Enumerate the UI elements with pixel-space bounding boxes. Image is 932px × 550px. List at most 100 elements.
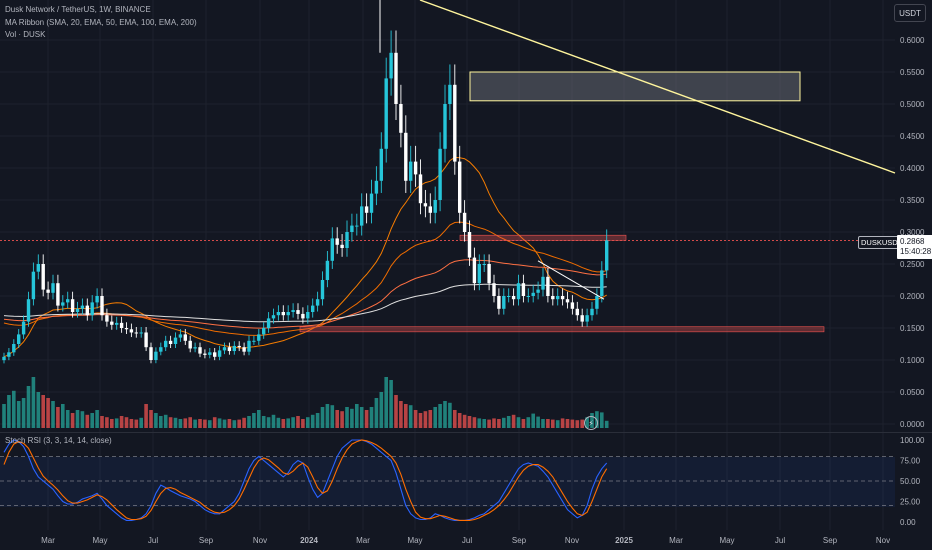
volume-bar [306,417,310,428]
volume-bar [565,419,570,428]
volume-bar [604,420,609,428]
last-price-label: 0.2868 15:40:28 [897,235,932,259]
candle-body [546,276,550,296]
candle-body [605,240,609,271]
candle-body [409,161,413,181]
candle-body [252,340,256,342]
candle-body [198,347,202,354]
volume-legend[interactable]: Vol · DUSK [5,30,46,39]
candle-body [394,52,398,104]
ma-ribbon-legend[interactable]: MA Ribbon (SMA, 20, EMA, 50, EMA, 100, E… [5,18,197,27]
volume-bar [95,410,99,428]
candle-body [193,347,197,349]
candle-body [2,356,6,361]
candle-body [41,264,45,290]
resistance-zone [459,234,627,241]
volume-bar [247,416,251,428]
candle-body [173,337,178,344]
candle-body [164,340,168,348]
volume-bar [198,419,202,428]
volume-bar [183,418,188,428]
volume-bar [119,416,124,428]
candle-body [355,225,359,227]
candle-body [66,299,70,303]
candle-body [281,312,285,316]
candle-body [438,148,442,200]
chart-title: Dusk Network / TetherUS, 1W, BINANCE [5,5,151,14]
candle-body [242,347,246,352]
volume-bar [193,419,197,428]
stoch-rsi-legend[interactable]: Stoch RSI (3, 3, 14, 14, close) [5,436,112,445]
candles [2,30,609,364]
time-tick-label: 2025 [615,536,633,545]
volume-bar [404,404,408,428]
volume-bar [487,419,491,428]
candle-body [56,283,60,306]
time-tick-label: Jul [775,536,785,545]
time-tick-label: Sep [512,536,527,545]
volume-bar [364,410,369,428]
bolt-icon[interactable]: ⚡ [584,416,598,430]
candle-body [404,132,408,181]
volume-bar [56,407,60,428]
volume-bar [438,404,442,428]
volume-bar [222,419,227,428]
candle-body [570,302,575,309]
candle-body [276,312,281,316]
volume-bar [394,395,398,428]
volume-bar [536,416,540,428]
candle-body [262,328,266,335]
candle-body [149,347,153,360]
last-price: 0.2868 [900,237,925,246]
price-axis[interactable]: 0.6000 0.5500 0.5000 0.4500 0.4000 0.3500 0.30… [900,36,925,429]
stoch-rsi-tick-label: 75.00 [900,457,921,466]
stoch-rsi-d-line [3,439,608,521]
volume-bar [399,401,403,428]
candle-body [134,332,138,334]
candle-body [384,78,388,149]
volume-bar [281,419,286,428]
volume-bar [163,414,168,428]
candle-body [428,206,432,213]
candle-body [75,308,80,312]
volume-bar [482,419,486,428]
candle-body [95,296,99,303]
volume-bar [237,419,241,428]
candle-body [26,299,31,322]
volume-bar [408,405,413,428]
volume-bar [511,414,516,428]
candle-body [61,302,65,306]
volume-bar [443,401,447,428]
volume-bar [546,419,550,428]
candle-body [237,345,241,348]
ma-ema100-line [3,259,607,329]
volume-bar [188,417,192,428]
ticker-label: DUSKUSDT [858,236,906,249]
candle-body [266,318,271,328]
time-axis[interactable]: Mar May Jul Sep Nov 2024 Mar May Jul Sep Nov 2025 Ma… [41,536,890,545]
candle-body [497,296,501,309]
candle-body [560,296,565,300]
candle-body [379,148,383,181]
currency-button[interactable]: USDT [894,4,926,22]
price-tick-label: 0.6000 [900,36,925,45]
candle-body [350,225,354,232]
volume-bar [85,414,90,428]
volume-bar [433,407,437,428]
volume-bar [154,413,158,428]
candle-body [286,312,290,316]
candle-body [516,283,521,300]
candle-body [531,292,535,296]
volume-bar [350,408,354,428]
candle-body [271,315,276,319]
stoch-rsi-tick-label: 100.00 [900,436,925,445]
volume-bar [212,417,217,428]
time-tick-label: Nov [565,536,579,545]
time-tick-label: Jul [148,536,158,545]
stoch-rsi-band [0,457,895,507]
candle-body [335,238,339,245]
stoch-rsi-axis[interactable]: 100.00 75.00 50.00 25.00 0.00 [900,436,925,527]
volume-bar [467,416,472,428]
volume-bar [26,386,31,428]
